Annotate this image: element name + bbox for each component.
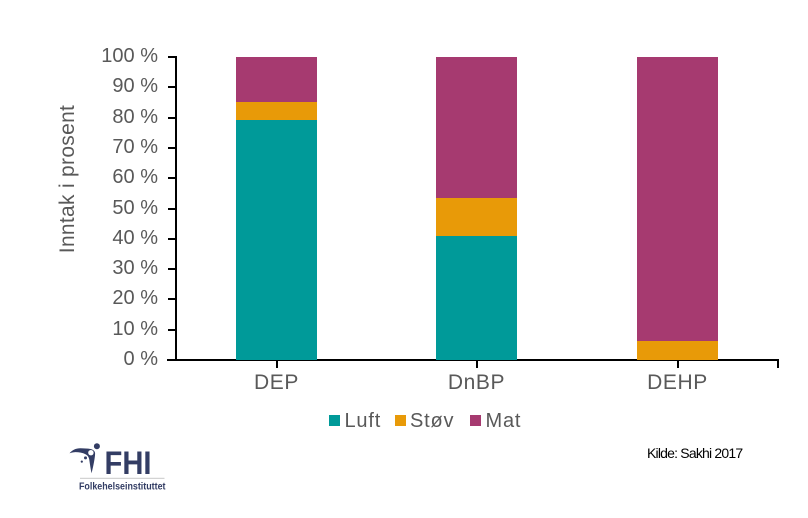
svg-text:FHI: FHI [105,445,152,481]
svg-text:Folkehelseinstituttet: Folkehelseinstituttet [79,482,166,493]
